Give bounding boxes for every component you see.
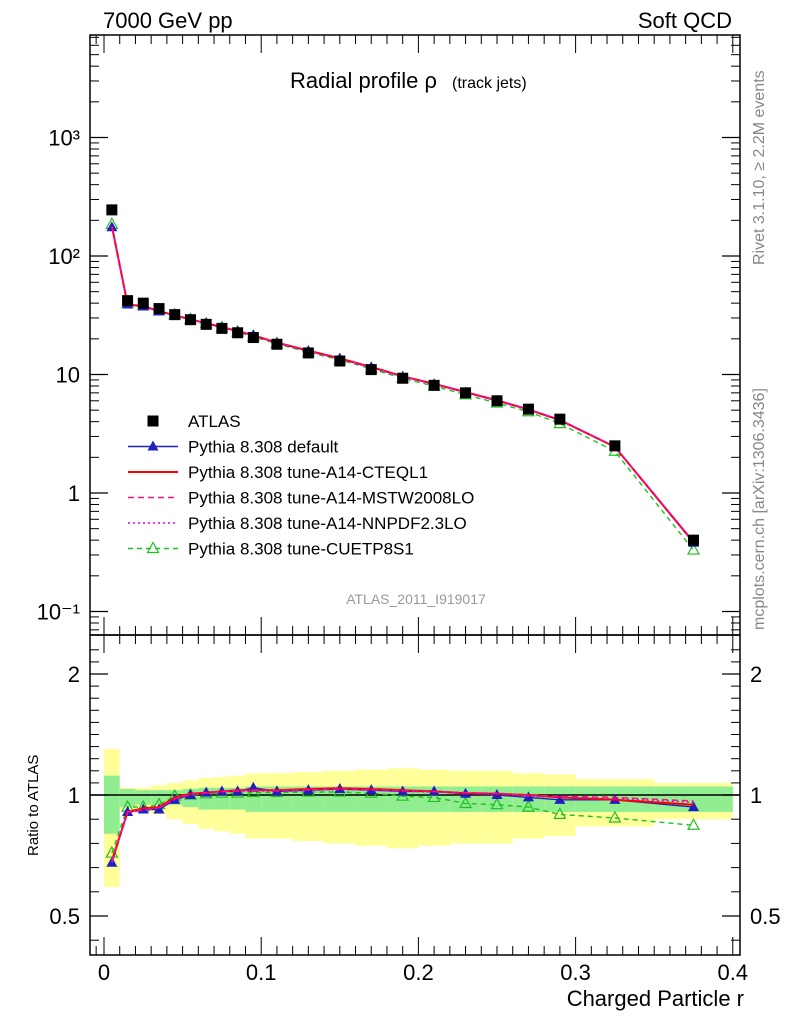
x-tick-label: 0 <box>98 960 110 985</box>
main-series-group <box>105 204 701 555</box>
stat-uncertainty-band <box>119 788 136 808</box>
data-point <box>247 332 259 344</box>
data-point <box>106 221 118 232</box>
legend-label: ATLAS <box>188 412 241 431</box>
legend-label: Pythia 8.308 tune-A14-CTEQL1 <box>188 463 428 482</box>
ratio-point <box>490 797 504 810</box>
ratio-point <box>553 807 567 819</box>
legend: ATLAS Pythia 8.308 default Pythia 8.308 tu… <box>128 412 474 559</box>
series-3 <box>111 226 695 542</box>
ratio-line <box>111 791 694 854</box>
chart-subtitle: (track jets) <box>452 75 527 92</box>
data-point <box>122 295 134 307</box>
stat-uncertainty-band <box>135 790 152 805</box>
data-point <box>106 204 118 216</box>
mcplots-label: mcplots.cern.ch [arXiv:1306.3436] <box>751 388 768 630</box>
series-4 <box>111 226 695 543</box>
stat-uncertainty-band <box>104 775 120 834</box>
x-tick-label: 0.3 <box>560 960 591 985</box>
ratio-point <box>608 810 622 823</box>
data-point <box>609 440 621 452</box>
ratio-uncertainty-bands <box>104 749 733 887</box>
data-point <box>428 379 440 391</box>
data-point <box>184 314 196 326</box>
ratio-point <box>688 801 699 812</box>
legend-marker <box>147 415 159 427</box>
legend-entry: Pythia 8.308 tune-A14-CTEQL1 <box>128 463 428 482</box>
data-point <box>688 534 699 546</box>
y-tick-label: 10⁻¹ <box>37 600 80 625</box>
data-point <box>302 347 314 359</box>
series-line <box>111 226 695 542</box>
data-point <box>169 309 181 321</box>
x-tick-label: 0.4 <box>718 960 749 985</box>
ratio-point <box>428 785 440 796</box>
legend-label: Pythia 8.308 default <box>188 438 339 457</box>
ratio-point <box>521 799 535 812</box>
ratio-series-group <box>105 781 701 867</box>
y-tick-label: 10³ <box>48 126 80 151</box>
y-tick-label: 1 <box>68 481 80 506</box>
ratio-y-tick-label-right: 2 <box>750 662 762 687</box>
series-atlas <box>106 204 699 546</box>
ratio-y-tick-label-right: 0.5 <box>750 904 781 929</box>
data-point <box>491 395 503 407</box>
legend-label: Pythia 8.308 tune-A14-NNPDF2.3LO <box>188 514 467 533</box>
ratio-point <box>554 793 566 804</box>
legend-label: Pythia 8.308 tune-CUETP8S1 <box>188 540 414 559</box>
header-right: Soft QCD <box>638 8 732 33</box>
ratio-y-tick-label: 0.5 <box>49 904 80 929</box>
x-tick-label: 0.2 <box>403 960 434 985</box>
ratio-line <box>111 788 694 864</box>
y-tick-label: 10 <box>56 363 80 388</box>
data-point <box>365 364 377 376</box>
legend-entry: ATLAS <box>147 412 241 431</box>
ratio-axis-ticks: 0.5 0.5 1 1 2 2 0 0.1 0.2 0.3 0.4 <box>49 635 781 985</box>
ratio-ylabel: Ratio to ATLAS <box>25 755 42 856</box>
legend-entry: Pythia 8.308 tune-A14-MSTW2008LO <box>128 489 474 508</box>
ratio-point <box>153 803 165 814</box>
data-point <box>522 403 534 415</box>
data-point <box>153 303 165 315</box>
legend-entry: Pythia 8.308 tune-CUETP8S1 <box>128 540 414 559</box>
legend-marker <box>146 541 160 554</box>
analysis-watermark: ATLAS_2011_I919017 <box>346 591 486 607</box>
ratio-y-tick-label-right: 1 <box>750 783 762 808</box>
x-axis-label: Charged Particle r <box>567 986 744 1011</box>
ratio-panel: 0.5 0.5 1 1 2 2 0 0.1 0.2 0.3 0.4 Ratio to ATLAS C… <box>25 634 781 1011</box>
ratio-point <box>427 790 441 803</box>
data-point <box>460 387 472 399</box>
ratio-y-tick-label: 1 <box>68 783 80 808</box>
ratio-point <box>686 818 701 830</box>
y-tick-label: 10² <box>48 244 80 269</box>
series-line <box>111 226 695 543</box>
legend-label: Pythia 8.308 tune-A14-MSTW2008LO <box>188 489 474 508</box>
data-point <box>271 338 283 350</box>
data-point <box>397 372 409 384</box>
stat-uncertainty-band <box>151 790 167 805</box>
data-point <box>232 327 244 339</box>
main-panel: 10⁻¹ 1 10 10² 10³ Radial profile ρ (track je… <box>37 34 741 636</box>
data-point <box>200 318 212 330</box>
legend-entry: Pythia 8.308 default <box>128 438 339 457</box>
main-axis-ticks: 10⁻¹ 1 10 10² 10³ <box>37 35 740 635</box>
header-left: 7000 GeV pp <box>103 8 233 33</box>
data-point <box>216 322 228 334</box>
data-point <box>686 542 701 555</box>
data-point <box>334 355 346 367</box>
legend-entry: Pythia 8.308 tune-A14-NNPDF2.3LO <box>128 514 467 533</box>
data-point <box>137 297 149 309</box>
ratio-point <box>216 785 228 796</box>
ratio-point <box>459 796 473 809</box>
x-tick-label: 0.1 <box>246 960 277 985</box>
chart-title: Radial profile ρ <box>290 68 437 93</box>
ratio-series-3 <box>111 788 694 864</box>
data-point <box>554 413 566 425</box>
legend-marker <box>147 440 159 451</box>
ratio-y-tick-label: 2 <box>68 662 80 687</box>
rivet-version-label: Rivet 3.1.10, ≥ 2.2M events <box>751 70 768 265</box>
